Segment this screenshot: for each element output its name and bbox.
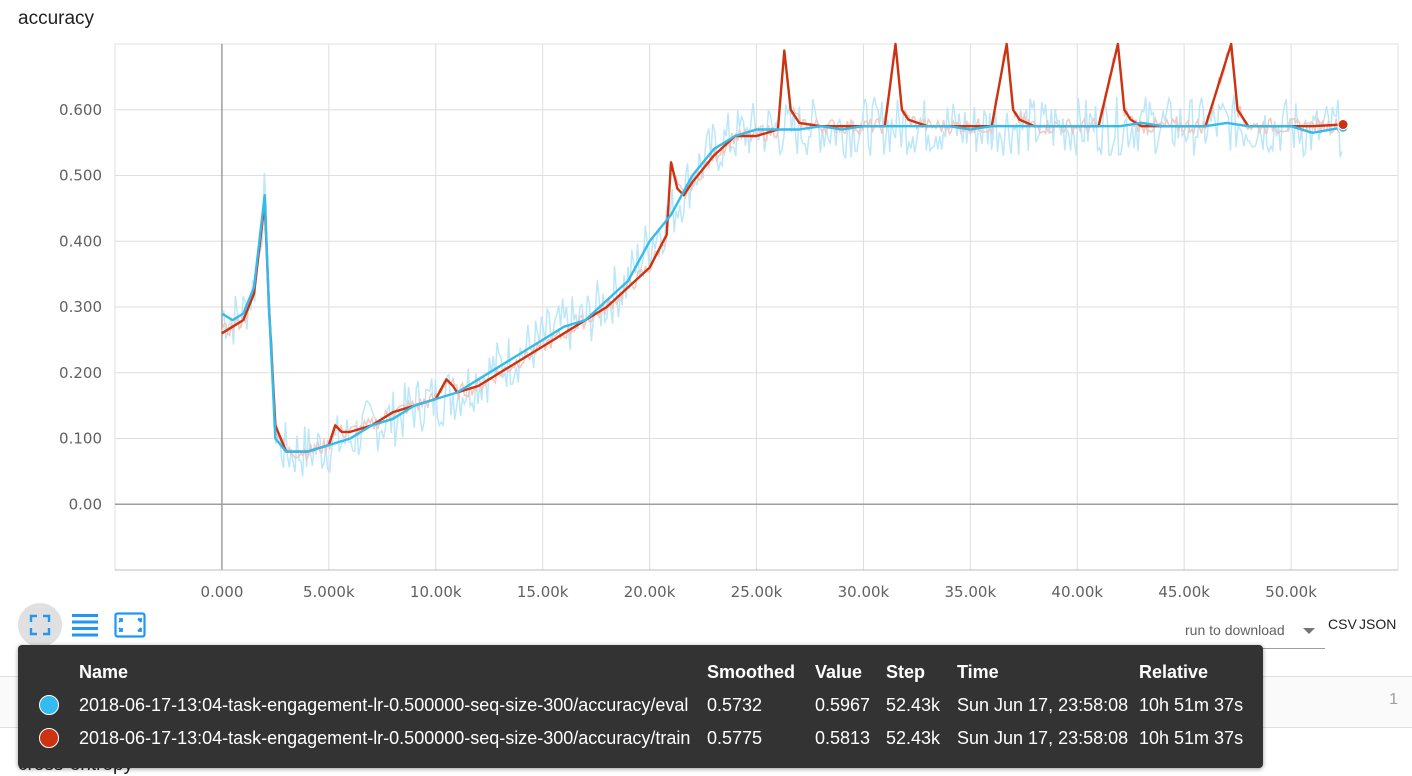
accuracy-chart[interactable]: 0.000 5.000k 10.00k 15.00k 20.00k 25.00k 30.00… — [0, 0, 1412, 610]
row-value: 0.5967 — [815, 695, 871, 715]
y-tick-label: 0.200 — [59, 364, 102, 382]
y-tick-label: 0.500 — [59, 167, 102, 185]
series-line-train — [221, 42, 1344, 453]
header-smoothed: Smoothed — [707, 662, 795, 682]
series-color-swatch — [39, 728, 59, 748]
hover-markers — [1337, 119, 1349, 133]
y-tick-label: 0.100 — [59, 430, 102, 448]
row-smoothed: 0.5775 — [707, 728, 763, 748]
fit-domain-icon — [114, 612, 146, 638]
x-tick-label: 10.00k — [410, 583, 462, 601]
header-relative: Relative — [1139, 662, 1209, 682]
row-smoothed: 0.5732 — [707, 695, 763, 715]
series-color-swatch — [39, 695, 59, 715]
fullscreen-icon — [29, 614, 51, 636]
row-time: Sun Jun 17, 23:58:08 — [957, 728, 1129, 748]
y-tick-label: 0.400 — [59, 232, 102, 250]
expand-chart-button[interactable] — [18, 603, 62, 647]
toggle-log-scale-button[interactable] — [63, 603, 107, 647]
row-value: 0.5813 — [815, 728, 871, 748]
header-value: Value — [815, 662, 863, 682]
hover-marker-train — [1337, 119, 1349, 131]
x-tick-label: 30.00k — [838, 583, 890, 601]
axes — [115, 44, 1398, 571]
json-download-link[interactable]: JSON — [1359, 616, 1397, 632]
x-tick-label: 35.00k — [945, 583, 997, 601]
y-tick-label: 0.300 — [59, 298, 102, 316]
chart-title: accuracy — [18, 8, 95, 29]
tick-labels: 0.000 5.000k 10.00k 15.00k 20.00k 25.00k 30.00… — [59, 101, 1317, 601]
x-tick-label: 45.00k — [1158, 583, 1210, 601]
list-lines-icon — [72, 614, 98, 637]
row-relative: 10h 51m 37s — [1139, 728, 1244, 748]
x-tick-label: 25.00k — [731, 583, 783, 601]
raw-series — [221, 43, 1343, 477]
header-step: Step — [886, 662, 926, 682]
x-tick-label: 40.00k — [1051, 583, 1103, 601]
fit-domain-button[interactable] — [108, 603, 152, 647]
header-time: Time — [957, 662, 999, 682]
chevron-down-icon — [1303, 628, 1315, 634]
data-tooltip: Name Smoothed Value Step Time Relative 2… — [18, 645, 1263, 768]
row-step: 52.43k — [886, 728, 941, 748]
row-name: 2018-06-17-13:04-task-engagement-lr-0.50… — [79, 695, 689, 715]
x-tick-label: 20.00k — [624, 583, 676, 601]
row-step: 52.43k — [886, 695, 941, 715]
smoothed-series — [221, 42, 1344, 453]
run-to-download-label: run to download — [1185, 622, 1285, 638]
x-tick-label: 5.000k — [303, 583, 355, 601]
row-time: Sun Jun 17, 23:58:08 — [957, 695, 1129, 715]
csv-download-link[interactable]: CSV — [1328, 616, 1357, 632]
header-name: Name — [79, 662, 129, 682]
row-name: 2018-06-17-13:04-task-engagement-lr-0.50… — [79, 728, 691, 748]
x-tick-label: 15.00k — [517, 583, 569, 601]
y-tick-label: 0.00 — [69, 495, 102, 513]
x-tick-label: 0.000 — [200, 583, 243, 601]
y-tick-label: 0.600 — [59, 101, 102, 119]
series-line-eval — [221, 121, 1344, 453]
page-number: 1 — [1389, 691, 1398, 708]
x-tick-label: 50.00k — [1265, 583, 1317, 601]
raw-line-eval — [221, 94, 1343, 477]
row-relative: 10h 51m 37s — [1139, 695, 1244, 715]
raw-line-train — [221, 43, 1343, 462]
